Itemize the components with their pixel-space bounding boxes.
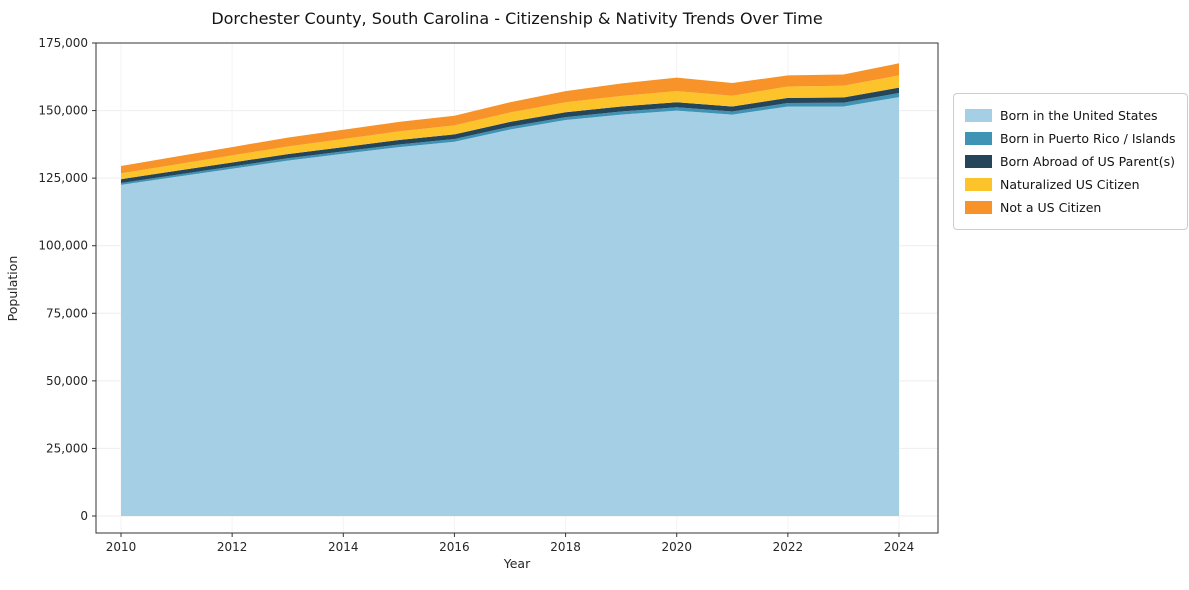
- axis-ticks: 0 25,000 50,000 75,000 100,000 125,000 150,000…: [38, 36, 914, 554]
- x-tick-label: 2022: [773, 540, 804, 554]
- x-tick-label: 2012: [217, 540, 248, 554]
- legend-swatch-icon: [965, 201, 992, 214]
- legend-item-naturalized-us-citizen: Naturalized US Citizen: [965, 173, 1176, 196]
- y-tick-label: 150,000: [38, 104, 88, 118]
- legend: Born in the United States Born in Puerto …: [953, 93, 1188, 230]
- stacked-areas: [121, 63, 899, 516]
- legend-swatch-icon: [965, 178, 992, 191]
- area-not-a-us-citizen: [121, 63, 899, 174]
- area-naturalized-us-citizen: [121, 75, 899, 180]
- legend-swatch-icon: [965, 109, 992, 122]
- legend-item-born-abroad-of-us-parent-s: Born Abroad of US Parent(s): [965, 150, 1176, 173]
- x-tick-label: 2020: [661, 540, 692, 554]
- x-tick-label: 2014: [328, 540, 359, 554]
- legend-label: Born in Puerto Rico / Islands: [1000, 131, 1176, 146]
- legend-item-born-in-the-united-states: Born in the United States: [965, 104, 1176, 127]
- chart-title: Dorchester County, South Carolina - Citi…: [211, 9, 823, 28]
- x-axis-label: Year: [503, 556, 531, 571]
- x-tick-label: 2010: [106, 540, 137, 554]
- legend-label: Not a US Citizen: [1000, 200, 1102, 215]
- y-tick-label: 175,000: [38, 36, 88, 50]
- x-tick-label: 2024: [884, 540, 915, 554]
- legend-swatch-icon: [965, 155, 992, 168]
- y-tick-label: 25,000: [46, 441, 88, 455]
- y-tick-label: 125,000: [38, 171, 88, 185]
- x-tick-label: 2018: [550, 540, 581, 554]
- y-tick-label: 100,000: [38, 239, 88, 253]
- legend-label: Born in the United States: [1000, 108, 1158, 123]
- legend-label: Born Abroad of US Parent(s): [1000, 154, 1175, 169]
- y-axis-label: Population: [5, 255, 20, 322]
- plot-border: [95, 42, 939, 534]
- area-born-in-the-united-states: [121, 97, 899, 516]
- y-tick-label: 0: [80, 509, 88, 523]
- legend-label: Naturalized US Citizen: [1000, 177, 1140, 192]
- x-tick-label: 2016: [439, 540, 470, 554]
- y-tick-label: 50,000: [46, 374, 88, 388]
- legend-swatch-icon: [965, 132, 992, 145]
- legend-item-born-in-puerto-rico-islands: Born in Puerto Rico / Islands: [965, 127, 1176, 150]
- legend-item-not-a-us-citizen: Not a US Citizen: [965, 196, 1176, 219]
- y-tick-label: 75,000: [46, 306, 88, 320]
